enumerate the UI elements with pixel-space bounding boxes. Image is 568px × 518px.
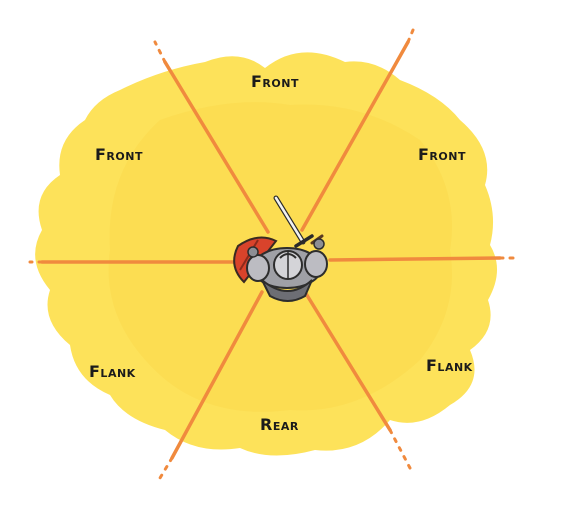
divider-lower-right bbox=[303, 290, 392, 432]
zone-label-front-left: Front bbox=[95, 145, 143, 164]
zone-divider-lines bbox=[40, 40, 502, 460]
armored-knight-with-sword-and-shield-icon bbox=[233, 195, 328, 302]
zone-label-front-top: Front bbox=[251, 72, 299, 91]
divider-upper-right bbox=[300, 40, 410, 232]
divider-dashes bbox=[28, 28, 517, 480]
divider-lower-left bbox=[170, 290, 264, 460]
zone-label-flank-right: Flank bbox=[426, 356, 473, 375]
divider-upper-left bbox=[163, 60, 270, 234]
zone-label-flank-left: Flank bbox=[89, 362, 136, 381]
zone-label-front-right: Front bbox=[418, 145, 466, 164]
divider-right bbox=[328, 256, 502, 262]
zone-label-rear: Rear bbox=[260, 415, 299, 434]
